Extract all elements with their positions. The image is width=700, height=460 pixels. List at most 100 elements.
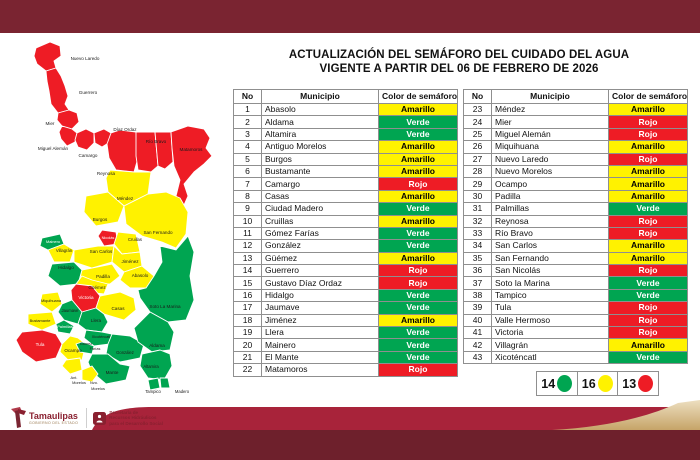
cell-municipio: Miguel Alemán [491, 127, 609, 142]
cell-status: Verde [378, 239, 458, 253]
cell-number: 12 [233, 239, 262, 253]
map-label-antiguo-morelos: Morelos [72, 380, 86, 385]
cell-status: Amarillo [608, 102, 688, 117]
status-count-legend: 14 16 13 [536, 371, 659, 396]
cell-status: Amarillo [608, 140, 688, 154]
cell-number: 10 [233, 214, 262, 228]
map-label-palmillas: Palmillas [57, 324, 73, 329]
table-row: 7 Camargo Rojo [233, 177, 458, 191]
cell-municipio: Jaumave [261, 301, 379, 315]
table-row: 21 El Mante Verde [233, 350, 458, 365]
cell-status: Verde [378, 226, 458, 241]
cell-municipio: Jiménez [261, 313, 379, 328]
cell-number: 19 [233, 326, 262, 340]
cell-municipio: Cruillas [261, 214, 379, 228]
tamaulipas-map: Nuevo Laredo Guerrero Mier Miguel Alemán Cam… [8, 36, 222, 404]
cell-municipio: Nuevo Laredo [491, 152, 609, 166]
top-banner-bar [0, 0, 700, 33]
table-row: 32 Reynosa Rojo [463, 214, 688, 228]
map-label-victoria: Victoria [78, 295, 94, 300]
cell-status: Verde [608, 276, 688, 290]
map-label-tampico: Tampico [145, 389, 161, 394]
cell-status: Verde [378, 338, 458, 352]
table-row: 24 Mier Rojo [463, 115, 688, 129]
header-no: No [233, 89, 262, 104]
tamaulipas-logo-text: Tamaulipas GOBIERNO DEL ESTADO [29, 410, 78, 425]
map-label-camargo: Camargo [79, 153, 98, 158]
map-label-ocampo: Ocampo [64, 348, 82, 353]
map-label-diaz-ordaz: Díaz Ordaz [113, 127, 137, 132]
map-municipality-san-nicolas [97, 229, 119, 247]
cell-number: 37 [463, 276, 492, 290]
cell-municipio: Palmillas [491, 202, 609, 216]
cell-municipio: Reynosa [491, 214, 609, 228]
map-municipality-altamira [139, 349, 173, 381]
cell-number: 13 [233, 251, 262, 266]
table-row: 10 Cruillas Amarillo [233, 214, 458, 228]
table-row: 1 Abasolo Amarillo [233, 102, 458, 117]
map-label-altamira: Altamira [143, 364, 159, 369]
map-label-miguel-aleman: Miguel Alemán [38, 146, 69, 151]
tamaulipas-logo-name: Tamaulipas [29, 410, 78, 421]
cell-status: Verde [378, 127, 458, 142]
cell-municipio: Gustavo Díaz Ordaz [261, 276, 379, 290]
table-header-row: No Municipio Color de semáforo [233, 89, 458, 104]
table-row: 35 San Fernando Amarillo [463, 251, 688, 266]
map-municipality-bustamante [27, 311, 57, 331]
map-label-nuevo-morelos: Morelos [91, 386, 105, 391]
map-label-guerrero: Guerrero [79, 90, 98, 95]
cell-status: Verde [378, 202, 458, 216]
table-row: 33 Río Bravo Rojo [463, 226, 688, 241]
header-color: Color de semáforo [378, 89, 458, 104]
map-municipality-el-mante [87, 353, 131, 385]
legend-item-amarillo: 16 [576, 371, 618, 396]
table-row: 39 Tula Rojo [463, 301, 688, 315]
cell-number: 9 [233, 202, 262, 216]
cell-number: 23 [463, 102, 492, 117]
map-label-reynosa: Reynosa [97, 171, 116, 176]
cell-number: 1 [233, 102, 262, 117]
cell-municipio: Bustamante [261, 164, 379, 179]
cell-number: 15 [233, 276, 262, 290]
map-label-san-fernando: San Fernando [143, 230, 173, 235]
cell-number: 18 [233, 313, 262, 328]
cell-number: 33 [463, 226, 492, 241]
cell-municipio: Ocampo [491, 177, 609, 191]
cell-status: Verde [608, 288, 688, 303]
cell-status: Verde [378, 301, 458, 315]
cell-status: Rojo [378, 276, 458, 290]
cell-status: Rojo [608, 326, 688, 340]
table-row: 19 Llera Verde [233, 326, 458, 340]
map-label-san-nicolas: Nicolás [102, 235, 115, 240]
cell-municipio: Padilla [491, 189, 609, 204]
cell-municipio: Valle Hermoso [491, 313, 609, 328]
cell-status: Amarillo [378, 152, 458, 166]
map-label-tula: Tula [36, 342, 45, 347]
map-label-nuevo-morelos: Nvo. [90, 380, 98, 385]
map-label-miquihuana: Miquihuana [41, 298, 62, 303]
map-label-soto-la-marina: Soto La Marina [149, 304, 181, 309]
table-row: 9 Ciudad Madero Verde [233, 202, 458, 216]
cell-municipio: Hidalgo [261, 288, 379, 303]
cell-number: 17 [233, 301, 262, 315]
cell-status: Verde [378, 350, 458, 365]
cell-municipio: Matamoros [261, 363, 379, 377]
table-row: 30 Padilla Amarillo [463, 189, 688, 204]
header-color: Color de semáforo [608, 89, 688, 104]
map-municipality-palmillas [55, 319, 75, 335]
table-row: 2 Aldama Verde [233, 115, 458, 129]
cell-number: 16 [233, 288, 262, 303]
table-row: 20 Mainero Verde [233, 338, 458, 352]
cell-status: Amarillo [378, 313, 458, 328]
cell-municipio: Miquihuana [491, 140, 609, 154]
table-row: 8 Casas Amarillo [233, 189, 458, 204]
cell-municipio: Gómez Farías [261, 226, 379, 241]
cell-status: Amarillo [608, 338, 688, 352]
cell-number: 21 [233, 350, 262, 365]
cell-status: Rojo [608, 301, 688, 315]
cell-status: Amarillo [608, 189, 688, 204]
footer-logos: Tamaulipas GOBIERNO DEL ESTADO Secretarí… [10, 405, 163, 431]
table-row: 6 Bustamante Amarillo [233, 164, 458, 179]
map-municipality-nuevo-morelos [81, 365, 99, 383]
